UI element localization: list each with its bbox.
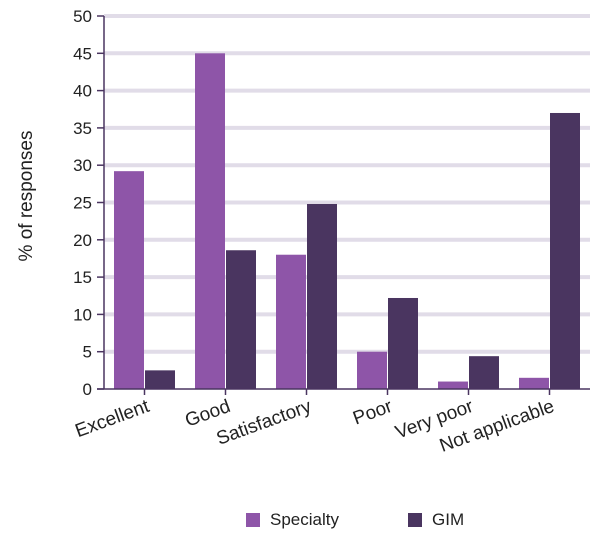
bar-gim-good [226,250,256,389]
bar-gim-not-applicable [550,112,580,389]
legend-swatch-specialty [246,513,260,527]
y-tick-label: 15 [73,268,92,287]
bar-gim-satisfactory [307,203,337,389]
y-tick-label: 20 [73,231,92,250]
y-tick-label: 0 [83,380,92,399]
legend-label-specialty: Specialty [270,510,339,529]
bar-gim-poor [388,297,418,389]
legend-label-gim: GIM [432,510,465,529]
gridlines [104,14,590,354]
legend: Specialty GIM [0,510,598,536]
bar-specialty-excellent [114,171,144,389]
bar-gim-very-poor [469,356,499,389]
bar-specialty-poor [357,351,387,389]
y-tick-label: 40 [73,82,92,101]
y-tick-label: 10 [73,305,92,324]
y-axis-label: % of responses [16,131,37,262]
bar-gim-excellent [145,370,175,389]
axes [97,15,590,395]
bar-specialty-good [195,53,225,390]
bar-chart: 0 5 10 15 20 25 30 35 40 45 50 Excellent GoodSatisf… [16,7,590,457]
legend-item-specialty: Specialty [246,510,339,530]
legend-item-gim: GIM [408,510,464,530]
y-tick-label: 25 [73,194,92,213]
bar-specialty-satisfactory [276,254,306,389]
x-tick-label: Excellent [73,396,153,442]
bar-specialty-very-poor [438,381,468,389]
y-tick-label: 50 [73,7,92,26]
y-tick-label: 35 [73,119,92,138]
y-tick-label: 45 [73,44,92,63]
y-tick-label: 5 [83,343,92,362]
legend-swatch-gim [408,513,422,527]
bar-specialty-not-applicable [519,377,549,389]
bars [114,53,580,390]
y-tick-label: 30 [73,156,92,175]
y-tick-labels: 0 5 10 15 20 25 30 35 40 45 50 [73,7,92,399]
x-tick-label: Poor [350,396,396,430]
